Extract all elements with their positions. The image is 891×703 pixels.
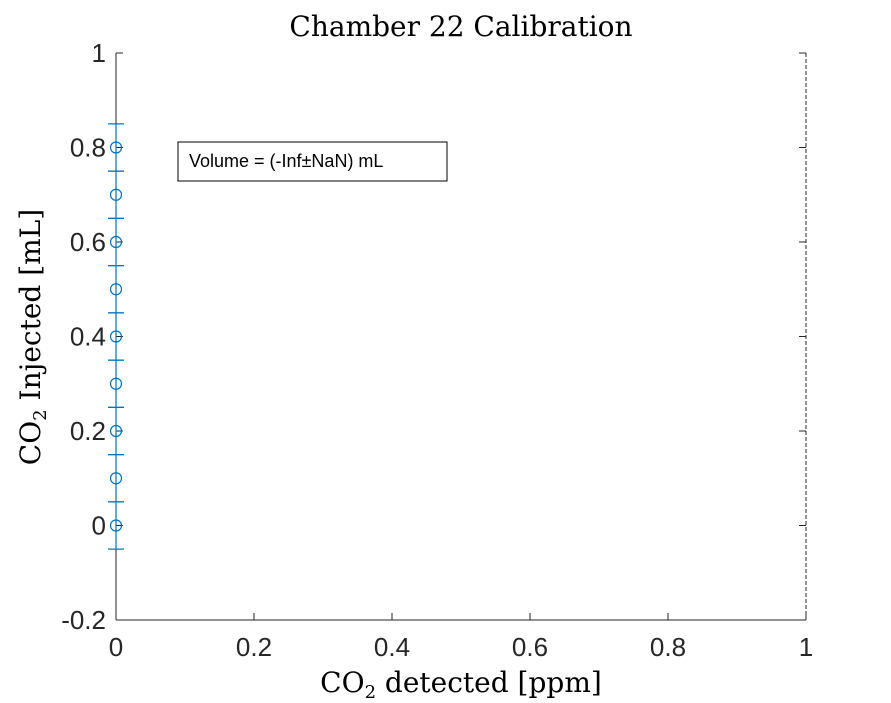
data-point [109, 235, 123, 249]
data-point [109, 330, 123, 343]
x-axis-label-rest: detected [ppm] [376, 666, 602, 699]
x-axis-label: CO2 detected [ppm] [320, 666, 602, 703]
data-point [109, 424, 123, 438]
x-tick-label: 0.4 [374, 632, 410, 662]
data-point [109, 519, 123, 532]
y-axis-label-base: CO [14, 421, 47, 465]
annotation-box: Volume = (-Inf±NaN) mL [177, 141, 448, 182]
x-tick-label: 0.6 [512, 632, 548, 662]
series-marks [108, 123, 124, 550]
y-tick-label: 0.6 [70, 227, 106, 257]
chart-title: Chamber 22 Calibration [289, 10, 632, 43]
data-point [109, 472, 123, 485]
y-axis-label-rest: Injected [mL] [14, 209, 47, 410]
y-tick-label: 0.2 [70, 416, 106, 446]
x-axis-label-base: CO [320, 666, 364, 699]
x-tick-label: 1 [799, 632, 813, 662]
y-tick-label: 0 [92, 511, 106, 541]
data-point [109, 283, 123, 296]
x-tick-label: 0.2 [236, 632, 272, 662]
x-axis-label-sub: 2 [365, 682, 376, 703]
axes: 0 0.2 0.4 0.6 0.8 1-0.200.20.40.60.81 [61, 38, 813, 662]
data-point [109, 188, 123, 201]
y-tick-label: 0.8 [70, 133, 106, 163]
data-point [109, 377, 123, 390]
x-tick-label: 0.8 [650, 632, 686, 662]
y-axis-label: CO2 Injected [mL] [14, 209, 51, 465]
y-tick-label: -0.2 [61, 605, 106, 635]
annotation-border [177, 141, 448, 182]
y-tick-label: 0.4 [70, 322, 106, 352]
data-point [109, 141, 123, 154]
x-tick-label: 0 [109, 632, 123, 662]
y-axis-label-sub: 2 [30, 409, 51, 420]
y-tick-label: 1 [92, 38, 106, 68]
plot-area [116, 53, 806, 620]
annotation-text: Volume = (-Inf±NaN) mL [189, 151, 383, 171]
